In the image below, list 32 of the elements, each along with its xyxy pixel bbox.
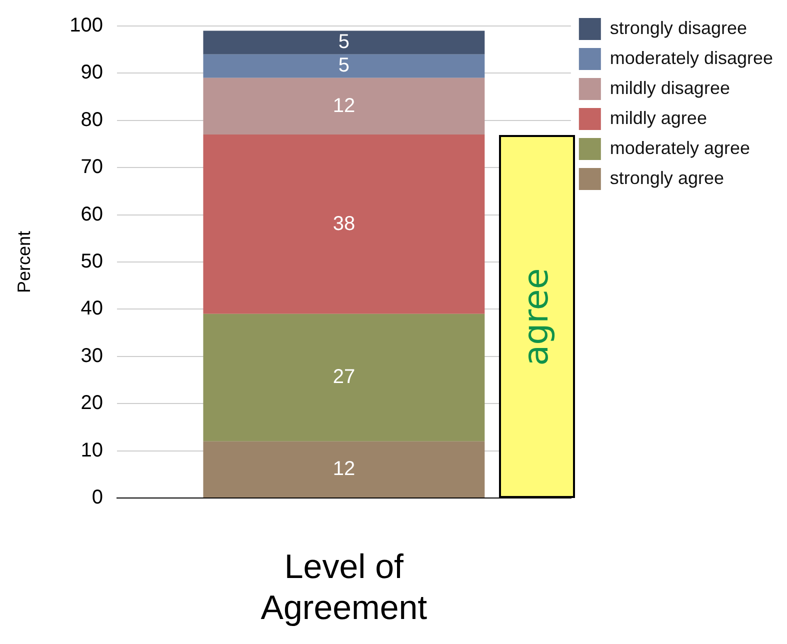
y-tick-label: 50 (80, 250, 103, 273)
y-tick-label: 100 (70, 14, 103, 37)
bar (203, 54, 485, 78)
data-label: 5 (338, 54, 350, 77)
legend-label: moderately agree (610, 138, 750, 158)
y-tick-label: 40 (80, 298, 103, 320)
outline-box: agree (498, 134, 575, 498)
bar (203, 314, 485, 442)
y-tick-label: 30 (80, 344, 103, 367)
data-label: 12 (332, 458, 356, 480)
y-tick-label: 60 (80, 203, 103, 226)
data-label: 12 (332, 94, 356, 117)
legend-label: mildly disagree (610, 78, 730, 98)
data-label: 38 (332, 212, 356, 235)
bar (203, 78, 485, 135)
y-tick-label: 10 (80, 439, 103, 462)
y-tick-label: 70 (80, 156, 103, 178)
legend-label: moderately disagree (610, 48, 774, 68)
x-axis-title: Level of Agreement (260, 548, 428, 627)
bar (203, 441, 485, 498)
bar (203, 30, 485, 54)
data-label: 27 (332, 366, 356, 388)
y-tick-label: 20 (80, 392, 103, 414)
legend-label: strongly agree (610, 168, 724, 188)
legend-label: strongly disagree (610, 18, 747, 38)
y-tick-label: 80 (80, 108, 103, 131)
bar (203, 134, 485, 314)
y-tick-label: 0 (92, 486, 103, 509)
data-label: 5 (338, 31, 350, 54)
y-axis-title: Percent (14, 230, 34, 294)
y-tick-label: 90 (80, 62, 103, 84)
legend-label: mildly agree (610, 108, 707, 128)
